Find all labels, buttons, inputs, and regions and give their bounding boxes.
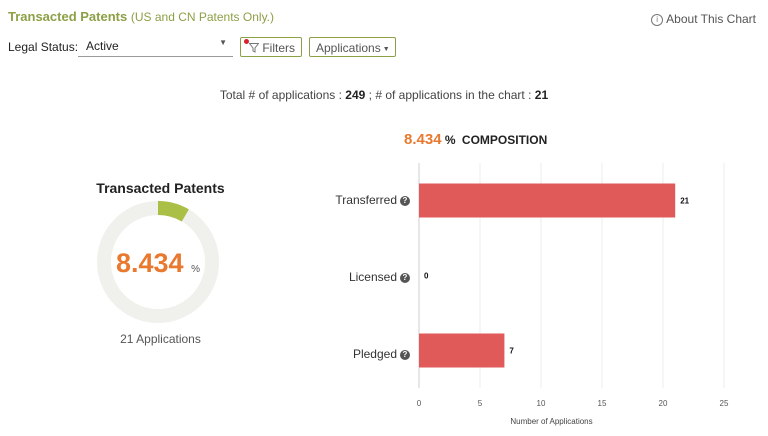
chart-prefix: ; # of applications in the chart :	[365, 88, 535, 102]
data-label: 0	[424, 272, 429, 281]
category-label-licensed: Licensed?	[349, 270, 410, 284]
category-text: Transferred	[335, 193, 397, 207]
x-tick-label: 5	[478, 399, 483, 408]
filters-label: Filters	[262, 41, 296, 55]
gauge-title: Transacted Patents	[96, 180, 225, 196]
data-label: 21	[680, 197, 689, 206]
help-icon[interactable]: ?	[400, 272, 410, 283]
gauge-fill	[97, 201, 219, 323]
composition-heading: 8.434 % COMPOSITION	[404, 131, 547, 148]
x-axis-label: Number of Applications	[510, 417, 592, 426]
composition-label: COMPOSITION	[461, 133, 548, 147]
category-label-row: Licensed?	[300, 270, 410, 286]
x-tick-label: 15	[598, 399, 607, 408]
about-chart-label: About This Chart	[666, 12, 756, 26]
filter-active-dot	[244, 39, 249, 44]
applications-label: Applications	[316, 41, 381, 55]
applications-dropdown-button[interactable]: Applications ▼	[309, 37, 396, 57]
category-text: Licensed	[348, 270, 397, 284]
gauge-applications: 21 Applications	[120, 332, 201, 346]
funnel-icon	[248, 43, 260, 53]
chart-title: Transacted Patents	[8, 9, 128, 24]
x-tick-label: 10	[537, 399, 546, 408]
caret-down-icon: ▼	[382, 46, 390, 53]
bar-transferred	[419, 183, 676, 218]
info-circle-icon: i	[651, 13, 664, 26]
totals-line: Total # of applications : 249 ; # of app…	[0, 88, 768, 102]
caret-down-icon: ▼	[219, 38, 227, 47]
donut-gauge	[97, 201, 219, 323]
category-label-row: Pledged?	[300, 347, 410, 363]
legal-status-label: Legal Status:	[8, 40, 79, 54]
gauge-value-unit: %	[191, 264, 200, 275]
help-icon[interactable]: ?	[400, 195, 410, 206]
chart-subtitle: (US and CN Patents Only.)	[130, 10, 275, 24]
gauge-value-number: 8.434	[116, 248, 184, 278]
legal-status-value: Active	[86, 39, 119, 53]
about-chart-link[interactable]: i About This Chart	[651, 12, 756, 26]
chart-header: Transacted Patents (US and CN Patents On…	[8, 9, 274, 24]
data-label: 7	[509, 347, 514, 356]
composition-percent: 8.434	[404, 131, 442, 148]
category-label-pledged: Pledged?	[353, 347, 410, 361]
help-icon[interactable]: ?	[400, 349, 410, 360]
gauge-value: 8.434 %	[96, 248, 220, 279]
category-text: Pledged	[352, 347, 397, 361]
total-value: 249	[345, 88, 366, 102]
chart-value: 21	[534, 88, 549, 102]
x-tick-label: 0	[417, 399, 422, 408]
total-prefix: Total # of applications :	[219, 88, 346, 102]
x-tick-label: 20	[659, 399, 668, 408]
filters-button[interactable]: Filters	[240, 37, 302, 57]
bar-pledged	[419, 333, 505, 368]
x-tick-label: 25	[720, 399, 729, 408]
legal-status-select[interactable]: Active ▼	[78, 36, 233, 57]
composition-unit: %	[444, 133, 456, 147]
category-label-transferred: Transferred?	[335, 193, 410, 207]
category-label-row: Transferred?	[300, 193, 410, 209]
